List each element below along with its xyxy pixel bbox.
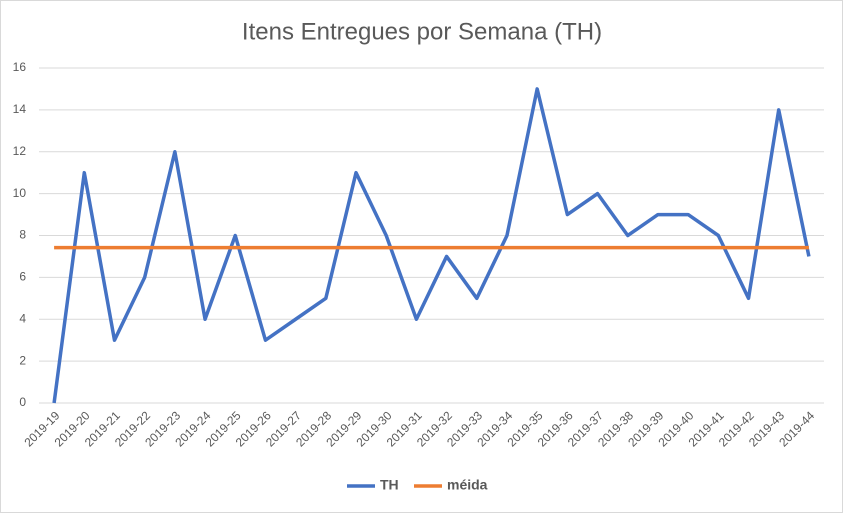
y-tick-label: 2 [19,353,26,367]
y-tick-label: 14 [13,102,27,116]
legend-label: TH [380,477,399,493]
y-tick-label: 0 [19,395,26,409]
y-tick-label: 10 [13,186,27,200]
y-tick-label: 12 [13,144,27,158]
legend-label: méida [447,477,488,493]
y-tick-label: 6 [19,270,26,284]
data-line [52,87,811,404]
chart-title: Itens Entregues por Semana (TH) [242,18,602,45]
y-tick-label: 16 [13,60,27,74]
y-tick-label: 4 [19,311,26,325]
y-tick-label: 8 [19,228,26,242]
